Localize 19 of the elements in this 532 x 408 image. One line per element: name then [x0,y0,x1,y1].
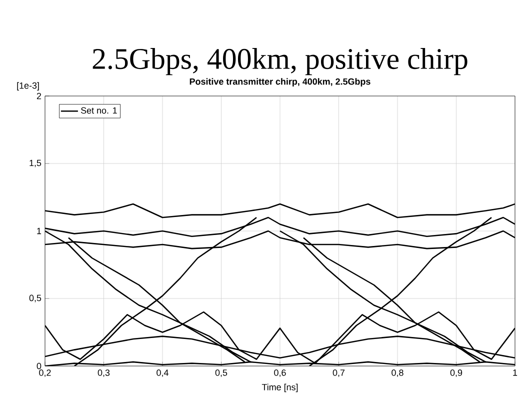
y-tick-label: 1,5 [30,160,42,168]
x-tick-label: 1 [513,370,518,376]
x-tick-label: 0,7 [332,370,345,377]
x-tick-label: 0,3 [98,370,110,377]
x-tick-label: 0,5 [215,370,228,377]
x-tick-label: 0,6 [274,370,286,377]
x-tick-label: 0,4 [156,370,168,377]
y-tick-label: 1 [37,228,42,234]
y-axis-title: [1e-3] [17,82,39,90]
y-tick-label: 0 [36,362,42,370]
chart-title: 2.5Gbps, 400km, positive chirp [92,48,468,76]
y-tick-label: 0,5 [29,294,42,302]
chart-subtitle: Positive transmitter chirp, 400km, 2.5Gbps [190,78,370,86]
x-tick-label: 0,8 [392,370,404,377]
y-tick-label: 2 [36,92,42,100]
x-tick-label: 0,2 [39,370,51,377]
x-axis-title: Time [ns] [262,384,298,392]
x-tick-label: 0,9 [450,370,462,377]
legend-label: Set no. 1 [80,107,117,114]
